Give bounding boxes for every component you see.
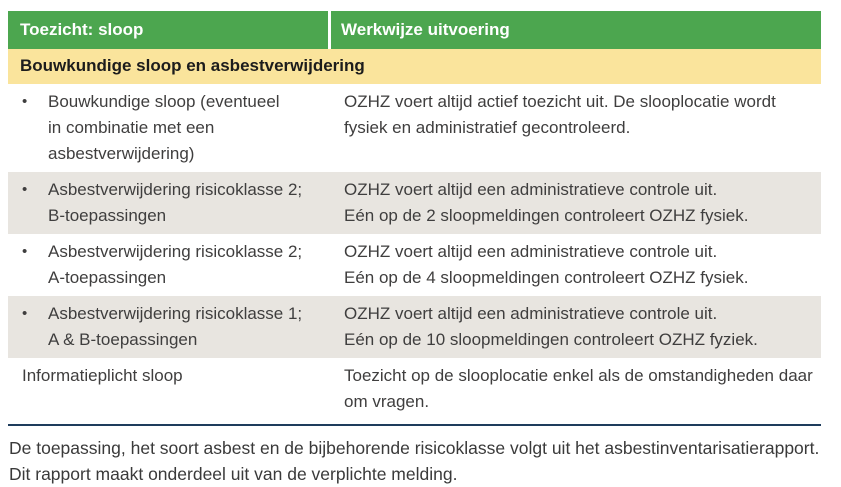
table-cell-left: • Asbestverwijdering risicoklasse 1; A & …: [8, 301, 334, 353]
footnote-line-1: De toepassing, het soort asbest en de bi…: [9, 438, 820, 458]
table-row: Informatieplicht sloop Toezicht op de sl…: [8, 358, 821, 424]
table-header-toezicht-sloop: Toezicht: sloop: [8, 11, 331, 49]
supervision-table-document: Toezicht: sloop Werkwijze uitvoering Bou…: [8, 11, 821, 487]
table-cell-right: OZHZ voert altijd een administratieve co…: [344, 180, 749, 225]
section-band-bouwkundige-sloop: Bouwkundige sloop en asbestverwijdering: [8, 49, 821, 84]
table-cell-right: OZHZ voert altijd een administratieve co…: [344, 304, 758, 349]
table-cell-left: • Bouwkundige sloop (eventueel in combina…: [8, 89, 334, 167]
table-cell-right: OZHZ voert altijd een administratieve co…: [344, 242, 749, 287]
table-cell-left: • Asbestverwijdering risicoklasse 2; A-to…: [8, 239, 334, 291]
table-header-werkwijze-uitvoering: Werkwijze uitvoering: [341, 20, 510, 39]
bullet-icon: •: [22, 305, 28, 322]
table-cell-left: Informatieplicht sloop: [8, 363, 334, 415]
footnote-text: De toepassing, het soort asbest en de bi…: [8, 435, 821, 487]
bullet-icon: •: [22, 93, 28, 110]
table-cell-left-text: Informatieplicht sloop: [22, 366, 183, 385]
table-row: • Asbestverwijdering risicoklasse 2; A-to…: [8, 234, 821, 296]
table-cell-right: OZHZ voert altijd actief toezicht uit. D…: [344, 92, 776, 137]
bullet-icon: •: [22, 243, 28, 260]
bullet-icon: •: [22, 181, 28, 198]
table-bottom-rule: [8, 424, 821, 426]
table-cell-right: Toezicht op de slooplocatie enkel als de…: [344, 366, 813, 411]
table-row: • Bouwkundige sloop (eventueel in combina…: [8, 84, 821, 172]
table-row: • Asbestverwijdering risicoklasse 2; B-to…: [8, 172, 821, 234]
table-cell-left-text: Bouwkundige sloop (eventueel in combinati…: [48, 92, 280, 163]
table-cell-left-text: Asbestverwijdering risicoklasse 2; A-toep…: [48, 242, 303, 287]
table-cell-left-text: Asbestverwijdering risicoklasse 1; A & B-…: [48, 304, 303, 349]
table-cell-left: • Asbestverwijdering risicoklasse 2; B-to…: [8, 177, 334, 229]
table-row: • Asbestverwijdering risicoklasse 1; A & …: [8, 296, 821, 358]
table-header-row: Toezicht: sloop Werkwijze uitvoering: [8, 11, 821, 49]
table-cell-left-text: Asbestverwijdering risicoklasse 2; B-toep…: [48, 180, 303, 225]
footnote-line-2: Dit rapport maakt onderdeel uit van de v…: [9, 464, 458, 484]
table-body: • Bouwkundige sloop (eventueel in combina…: [8, 84, 821, 424]
